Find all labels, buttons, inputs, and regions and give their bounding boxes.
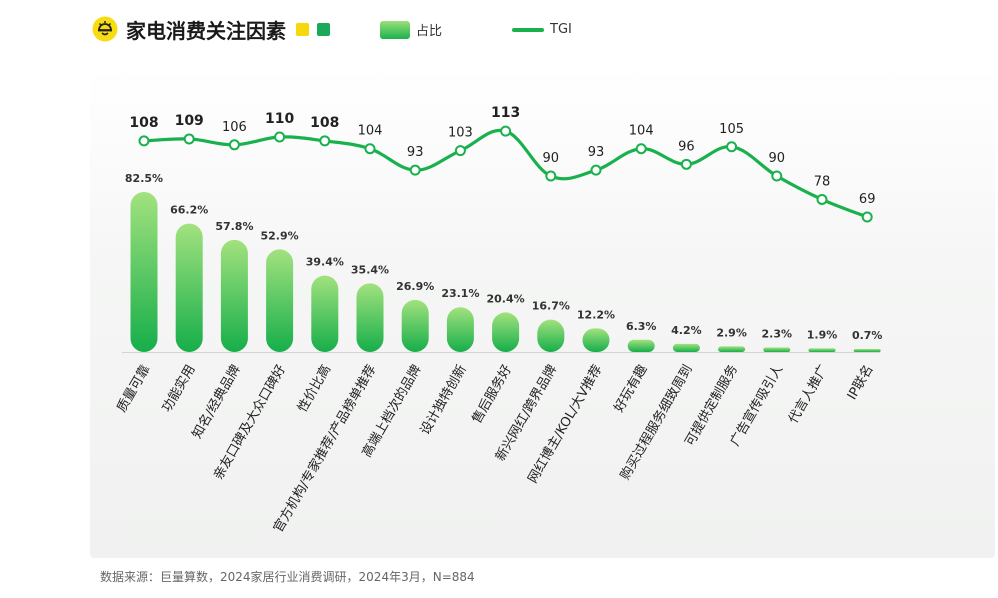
category-label-7: 设计独特创新 [417, 362, 470, 438]
legend-line-swatch [512, 27, 545, 32]
bar-value-label-2: 57.8% [215, 220, 253, 233]
tgi-point-13 [726, 141, 738, 153]
tgi-point-2 [228, 139, 240, 151]
bar-value-label-8: 20.4% [487, 292, 525, 305]
title-bar: 家电消费关注因素 [92, 14, 330, 44]
tgi-point-14 [771, 170, 783, 182]
category-label-4: 性价比高 [294, 362, 334, 415]
tgi-value-label-11: 104 [629, 124, 654, 139]
green-square-icon [317, 22, 330, 36]
tgi-point-8 [500, 125, 512, 137]
tgi-point-4 [319, 135, 331, 147]
tgi-value-label-4: 108 [310, 115, 339, 131]
tgi-value-label-5: 104 [358, 124, 383, 139]
tgi-value-label-15: 78 [814, 174, 831, 189]
tgi-value-label-12: 96 [678, 139, 695, 154]
bar-value-label-13: 2.9% [716, 326, 747, 339]
tgi-point-1 [183, 133, 195, 145]
tgi-point-11 [635, 143, 647, 155]
legend-line-label: TGI [550, 22, 572, 37]
bar-value-label-5: 35.4% [351, 263, 389, 276]
bar-11 [627, 339, 655, 352]
tgi-value-label-7: 103 [448, 126, 473, 141]
tgi-point-10 [590, 164, 602, 176]
tgi-value-label-0: 108 [129, 115, 158, 131]
tgi-point-7 [454, 145, 466, 157]
bar-13 [718, 346, 746, 352]
yellow-square-icon [296, 22, 309, 36]
bar-9 [537, 319, 565, 352]
tgi-value-label-8: 113 [491, 105, 520, 121]
bar-value-label-15: 1.9% [807, 328, 838, 341]
category-label-1: 功能实用 [160, 363, 199, 416]
bar-8 [492, 312, 520, 352]
tgi-value-label-1: 109 [175, 113, 204, 129]
bar-12 [672, 343, 700, 352]
tgi-value-label-16: 69 [859, 192, 876, 207]
bar-value-label-7: 23.1% [441, 287, 479, 300]
bar-value-label-14: 2.3% [762, 328, 793, 341]
bar-value-label-4: 39.4% [306, 256, 344, 269]
bar-4 [311, 275, 339, 352]
lightbulb-logo-icon [92, 16, 118, 42]
bar-value-label-0: 82.5% [125, 172, 163, 185]
bar-6 [401, 299, 429, 352]
tgi-point-6 [409, 164, 421, 176]
bar-value-label-3: 52.9% [261, 229, 299, 242]
tgi-point-15 [816, 193, 828, 205]
category-label-8: 售后服务好 [469, 362, 515, 426]
category-label-11: 好玩有趣 [612, 363, 651, 416]
bar-16 [853, 349, 881, 352]
tgi-value-label-14: 90 [769, 151, 786, 166]
bar-value-label-6: 26.9% [396, 280, 434, 293]
tgi-point-0 [138, 135, 150, 147]
tgi-value-label-9: 90 [543, 151, 560, 166]
bar-3 [266, 249, 294, 352]
category-label-16: IP联名 [844, 362, 877, 403]
bar-15 [808, 348, 836, 352]
chart-legend: 占比 TGI [380, 20, 572, 39]
tgi-line [143, 128, 868, 219]
tgi-value-label-6: 93 [407, 145, 424, 160]
source-note: 数据来源：巨量算数，2024家居行业消费调研，2024年3月，N=884 [100, 570, 475, 584]
bar-value-label-12: 4.2% [671, 324, 702, 337]
tgi-value-label-2: 106 [222, 120, 247, 135]
bar-value-label-1: 66.2% [170, 204, 208, 217]
bar-value-label-9: 16.7% [532, 300, 570, 313]
legend-bar-swatch [380, 20, 410, 39]
tgi-point-16 [861, 211, 873, 223]
page-title: 家电消费关注因素 [126, 18, 286, 43]
category-label-15: 代言人推广 [786, 363, 831, 427]
bar-1 [175, 223, 203, 352]
tgi-point-5 [364, 143, 376, 155]
bar-value-label-10: 12.2% [577, 308, 615, 321]
bar-2 [220, 239, 248, 352]
tgi-value-label-10: 93 [588, 145, 605, 160]
tgi-value-label-3: 110 [265, 111, 294, 127]
bar-0 [130, 192, 158, 352]
category-label-2: 知名/经典品牌 [189, 362, 244, 441]
bar-10 [582, 328, 610, 352]
tgi-value-label-13: 105 [719, 122, 744, 137]
tgi-point-3 [274, 131, 286, 143]
legend-bar-label: 占比 [416, 24, 443, 39]
bar-5 [356, 283, 384, 352]
bar-7 [446, 307, 474, 352]
bar-14 [763, 347, 791, 352]
tgi-point-12 [680, 158, 692, 170]
bar-value-label-16: 0.7% [852, 329, 883, 342]
tgi-point-9 [545, 170, 557, 182]
bar-value-label-11: 6.3% [626, 320, 657, 333]
category-label-0: 质量可靠 [114, 363, 153, 416]
